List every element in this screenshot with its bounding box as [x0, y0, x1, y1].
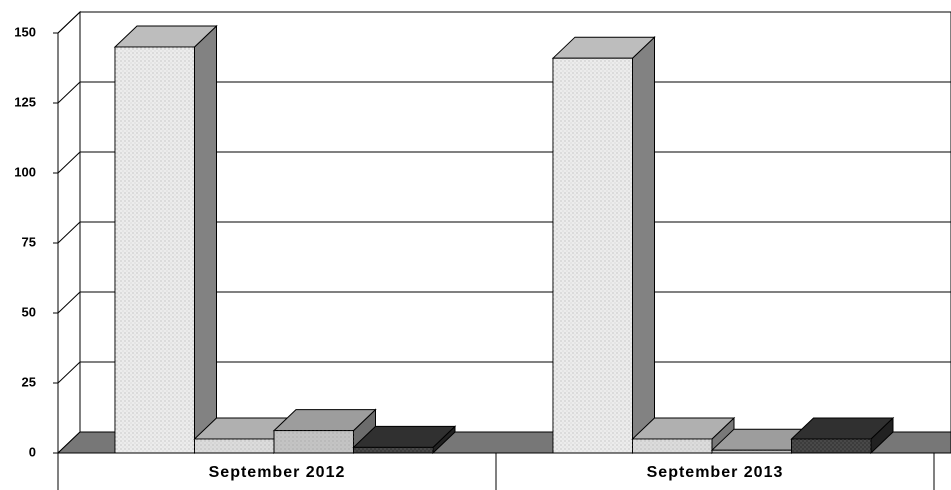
bar-texture [274, 430, 354, 453]
bar-texture [553, 58, 633, 453]
y-tick-label: 25 [22, 374, 36, 389]
grid-line [57, 361, 81, 384]
y-tick-label: 0 [29, 444, 36, 459]
bar-texture [115, 47, 195, 453]
grid-line [57, 291, 81, 314]
bar-texture [712, 450, 792, 453]
y-tick-label: 100 [14, 164, 36, 179]
y-tick-label: 150 [14, 24, 36, 39]
x-tick-label: September 2013 [647, 464, 784, 481]
bar-texture [791, 439, 871, 453]
bar-side [194, 24, 217, 455]
bar-texture [632, 439, 712, 453]
bar-texture [194, 439, 274, 453]
grid-line [57, 11, 81, 34]
x-tick-label: September 2012 [209, 464, 346, 481]
grid-line [57, 81, 81, 104]
grid-line [57, 151, 81, 174]
bar-side [632, 36, 655, 455]
y-tick-label: 50 [22, 304, 36, 319]
bar-texture [353, 447, 433, 453]
y-tick-label: 75 [22, 234, 36, 249]
y-tick-label: 125 [14, 94, 36, 109]
grid-line [57, 221, 81, 244]
